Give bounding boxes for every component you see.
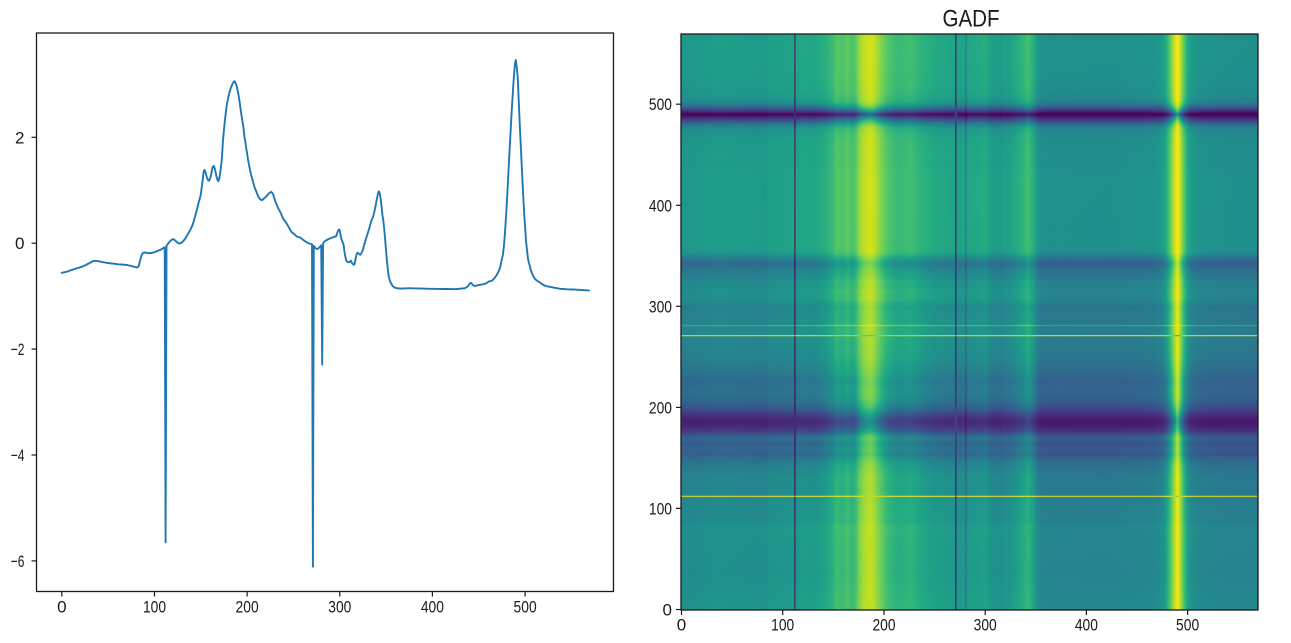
svg-text:300: 300 bbox=[974, 616, 997, 635]
svg-text:GADF: GADF bbox=[943, 6, 1000, 33]
svg-text:500: 500 bbox=[514, 598, 537, 617]
svg-text:0: 0 bbox=[57, 598, 66, 617]
svg-text:300: 300 bbox=[328, 598, 351, 617]
svg-text:200: 200 bbox=[236, 598, 259, 617]
svg-text:100: 100 bbox=[649, 499, 672, 518]
svg-text:500: 500 bbox=[649, 95, 672, 114]
svg-text:400: 400 bbox=[421, 598, 444, 617]
svg-text:2: 2 bbox=[15, 128, 24, 147]
svg-text:100: 100 bbox=[143, 598, 166, 617]
svg-text:400: 400 bbox=[649, 196, 672, 215]
svg-text:0: 0 bbox=[15, 234, 24, 253]
svg-text:−4: −4 bbox=[11, 446, 25, 465]
svg-text:−6: −6 bbox=[11, 552, 25, 571]
svg-text:300: 300 bbox=[649, 297, 672, 316]
svg-text:100: 100 bbox=[771, 616, 794, 635]
svg-text:0: 0 bbox=[677, 616, 686, 635]
svg-text:500: 500 bbox=[1176, 616, 1199, 635]
svg-text:200: 200 bbox=[872, 616, 895, 635]
svg-text:0: 0 bbox=[663, 601, 672, 620]
svg-text:−2: −2 bbox=[11, 340, 25, 359]
svg-text:400: 400 bbox=[1075, 616, 1098, 635]
svg-text:200: 200 bbox=[649, 398, 672, 417]
